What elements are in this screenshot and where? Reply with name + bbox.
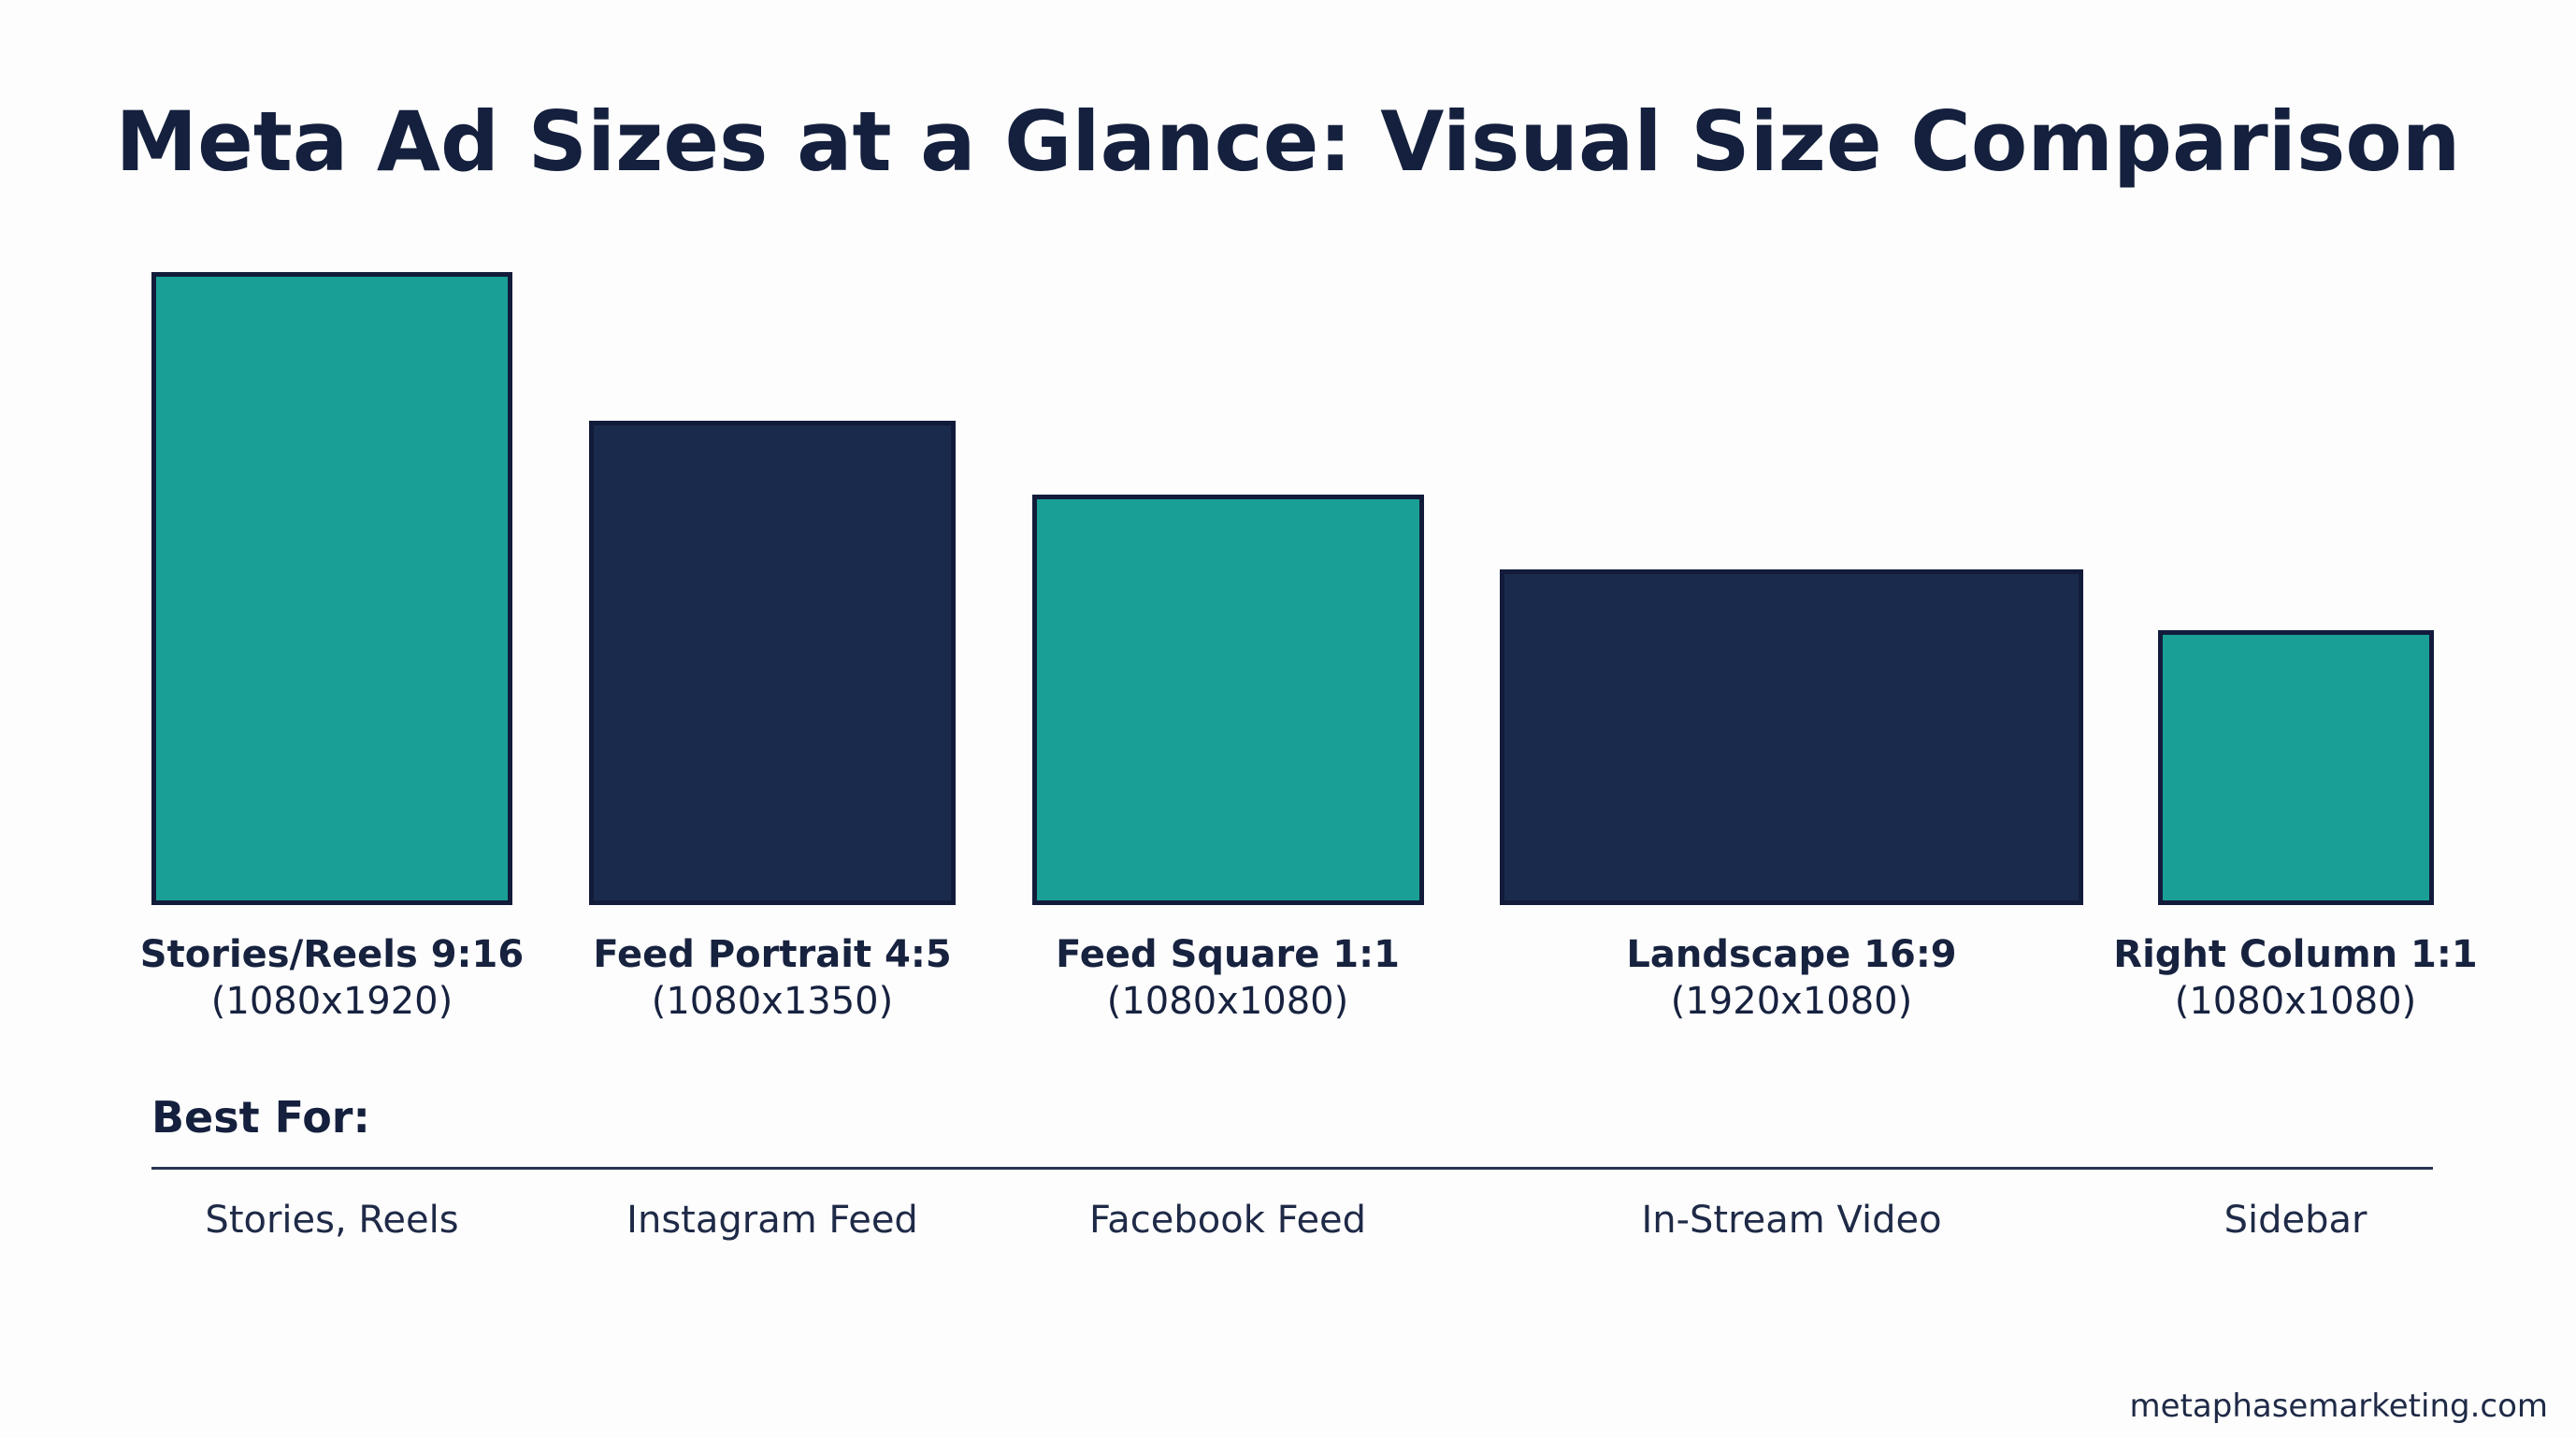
best-for-item: In-Stream Video	[1641, 1199, 1942, 1242]
best-for-heading: Best For:	[151, 1092, 370, 1143]
footer-website: metaphasemarketing.com	[2129, 1388, 2548, 1425]
best-for-item: Stories, Reels	[205, 1199, 459, 1242]
best-for-item: Facebook Feed	[1088, 1199, 1367, 1242]
format-dimensions: (1080x1080)	[1106, 980, 1349, 1023]
bar-stories-reels	[151, 272, 512, 905]
bar-landscape	[1500, 569, 2083, 905]
format-label: Stories/Reels 9:16 (1080x1920)	[140, 931, 524, 1025]
bar-feed-square	[1032, 495, 1424, 905]
chart-title: Meta Ad Sizes at a Glance: Visual Size C…	[115, 93, 2461, 190]
divider-line	[151, 1167, 2433, 1170]
format-label: Feed Square 1:1 (1080x1080)	[1056, 931, 1400, 1025]
best-for-item: Instagram Feed	[626, 1199, 918, 1242]
format-label: Feed Portrait 4:5 (1080x1350)	[593, 931, 951, 1025]
format-dimensions: (1080x1920)	[210, 980, 453, 1023]
format-name: Right Column 1:1	[2113, 933, 2478, 976]
bar-right-column	[2158, 630, 2434, 905]
best-for-item: Sidebar	[2223, 1199, 2367, 1242]
format-name: Feed Square 1:1	[1056, 933, 1400, 976]
format-label: Right Column 1:1 (1080x1080)	[2113, 931, 2477, 1025]
format-dimensions: (1080x1350)	[651, 980, 894, 1023]
format-dimensions: (1920x1080)	[1670, 980, 1913, 1023]
format-label: Landscape 16:9 (1920x1080)	[1626, 931, 1956, 1025]
bar-feed-portrait	[589, 421, 956, 905]
format-name: Landscape 16:9	[1626, 933, 1957, 976]
format-dimensions: (1080x1080)	[2174, 980, 2417, 1023]
format-name: Stories/Reels 9:16	[139, 933, 525, 976]
format-name: Feed Portrait 4:5	[593, 933, 952, 976]
